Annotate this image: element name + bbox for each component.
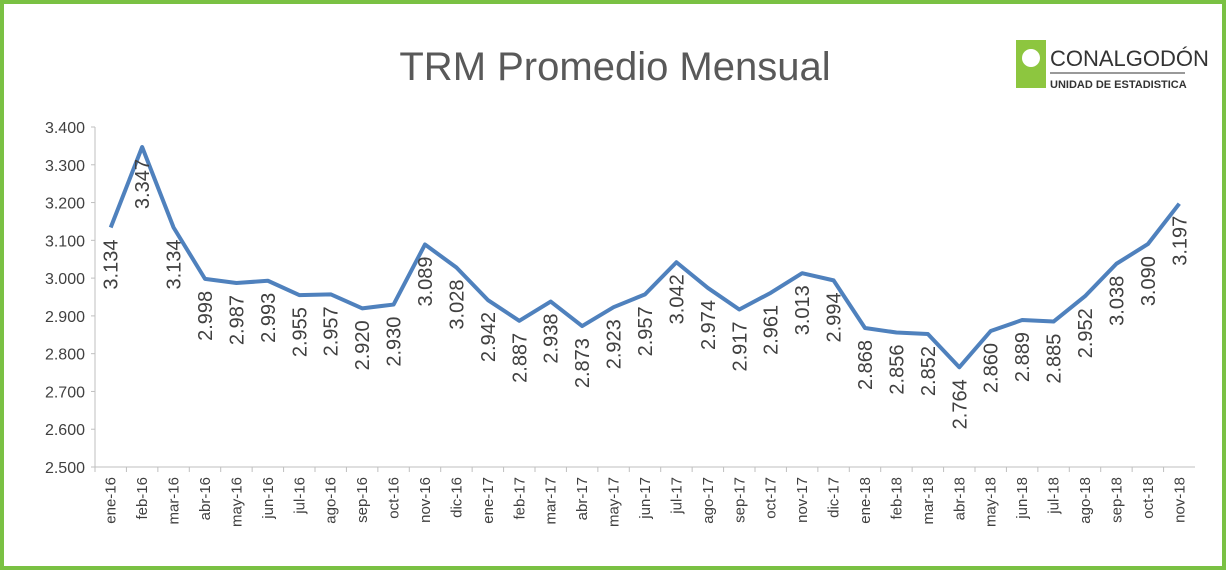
data-label: 2.993	[258, 293, 280, 343]
x-tick-label: nov-16	[417, 477, 434, 523]
x-tick-label: ene-18	[857, 477, 874, 524]
x-tick-label: ene-16	[103, 477, 120, 524]
x-tick-label: dic-16	[448, 477, 465, 518]
data-label: 2.856	[886, 345, 908, 395]
data-label: 3.013	[792, 285, 814, 335]
x-tick-label: nov-18	[1171, 477, 1188, 523]
logo: CONALGODÓN UNIDAD DE ESTADISTICA	[1016, 40, 1209, 91]
x-tick-label: jul-16	[291, 477, 308, 515]
x-tick-label: ago-18	[1077, 477, 1094, 524]
data-label: 2.938	[541, 314, 563, 364]
x-tick-label: mar-18	[920, 477, 937, 525]
x-tick-label: oct-17	[763, 477, 780, 519]
data-label: 2.994	[824, 292, 846, 342]
x-tick-label: nov-17	[794, 477, 811, 523]
data-label: 2.952	[1075, 308, 1097, 358]
y-tick-label: 3.000	[45, 271, 85, 288]
logo-name: CONALGODÓN	[1050, 46, 1209, 71]
data-label: 2.957	[635, 306, 657, 356]
x-tick-label: sep-18	[1108, 477, 1125, 523]
data-label: 2.987	[226, 295, 248, 345]
y-tick-label: 2.700	[45, 384, 85, 401]
data-label: 2.998	[195, 291, 217, 341]
data-label: 3.089	[415, 256, 437, 306]
x-tick-label: may-18	[983, 477, 1000, 527]
data-label: 3.134	[164, 239, 186, 289]
data-label: 2.920	[352, 320, 374, 370]
x-tick-label: feb-16	[134, 477, 151, 520]
y-tick-label: 2.800	[45, 347, 85, 364]
x-tick-label: ene-17	[480, 477, 497, 524]
data-label: 3.038	[1106, 276, 1128, 326]
y-tick-label: 3.200	[45, 196, 85, 213]
x-tick-label: sep-17	[731, 477, 748, 523]
x-tick-label: abr-18	[951, 477, 968, 520]
data-label: 2.974	[698, 300, 720, 350]
data-label: 2.961	[761, 305, 783, 355]
x-tick-label: mar-17	[543, 477, 560, 525]
data-label: 2.887	[509, 333, 531, 383]
data-label: 2.885	[1044, 334, 1066, 384]
data-label: 3.028	[446, 280, 468, 330]
x-tick-label: jul-17	[668, 477, 685, 515]
y-tick-label: 2.500	[45, 460, 85, 477]
data-label: 2.923	[604, 319, 626, 369]
x-tick-label: sep-16	[354, 477, 371, 523]
data-label: 2.860	[981, 343, 1003, 393]
data-label: 2.873	[572, 338, 594, 388]
y-tick-label: 3.300	[45, 158, 85, 175]
x-tick-label: ago-16	[323, 477, 340, 524]
logo-icon	[1022, 49, 1040, 67]
data-label: 2.930	[384, 317, 406, 367]
data-label: 2.852	[918, 346, 940, 396]
x-tick-label: abr-16	[197, 477, 214, 520]
data-label: 3.042	[666, 274, 688, 324]
logo-subtitle: UNIDAD DE ESTADISTICA	[1050, 79, 1187, 91]
x-tick-label: jul-18	[1046, 477, 1063, 515]
chart-title: TRM Promedio Mensual	[399, 45, 830, 89]
x-tick-label: may-17	[606, 477, 623, 527]
x-tick-label: may-16	[228, 477, 245, 527]
x-tick-label: dic-17	[826, 477, 843, 518]
y-tick-label: 3.400	[45, 120, 85, 137]
x-tick-label: feb-18	[888, 477, 905, 520]
data-label: 2.942	[478, 312, 500, 362]
data-label: 3.197	[1169, 216, 1191, 266]
data-label: 3.134	[101, 239, 123, 289]
y-tick-label: 3.100	[45, 233, 85, 250]
x-tick-label: jun-17	[637, 477, 654, 520]
x-tick-label: jun-18	[1014, 477, 1031, 520]
data-label: 2.955	[289, 307, 311, 357]
y-tick-label: 2.900	[45, 309, 85, 326]
data-label: 3.090	[1138, 256, 1160, 306]
x-tick-label: mar-16	[166, 477, 183, 525]
line	[108, 145, 1181, 370]
data-label: 2.764	[949, 379, 971, 429]
data-label: 2.868	[855, 340, 877, 390]
data-label: 2.957	[321, 306, 343, 356]
x-tick-label: ago-17	[700, 477, 717, 524]
x-tick-label: jun-16	[260, 477, 277, 520]
x-tick-label: oct-16	[386, 477, 403, 519]
data-label: 3.347	[132, 159, 154, 209]
x-tick-label: feb-17	[511, 477, 528, 520]
y-tick-label: 2.600	[45, 422, 85, 439]
x-tick-label: oct-18	[1140, 477, 1157, 519]
data-label: 2.917	[729, 321, 751, 371]
x-tick-label: abr-17	[574, 477, 591, 520]
data-label: 2.889	[1012, 332, 1034, 382]
